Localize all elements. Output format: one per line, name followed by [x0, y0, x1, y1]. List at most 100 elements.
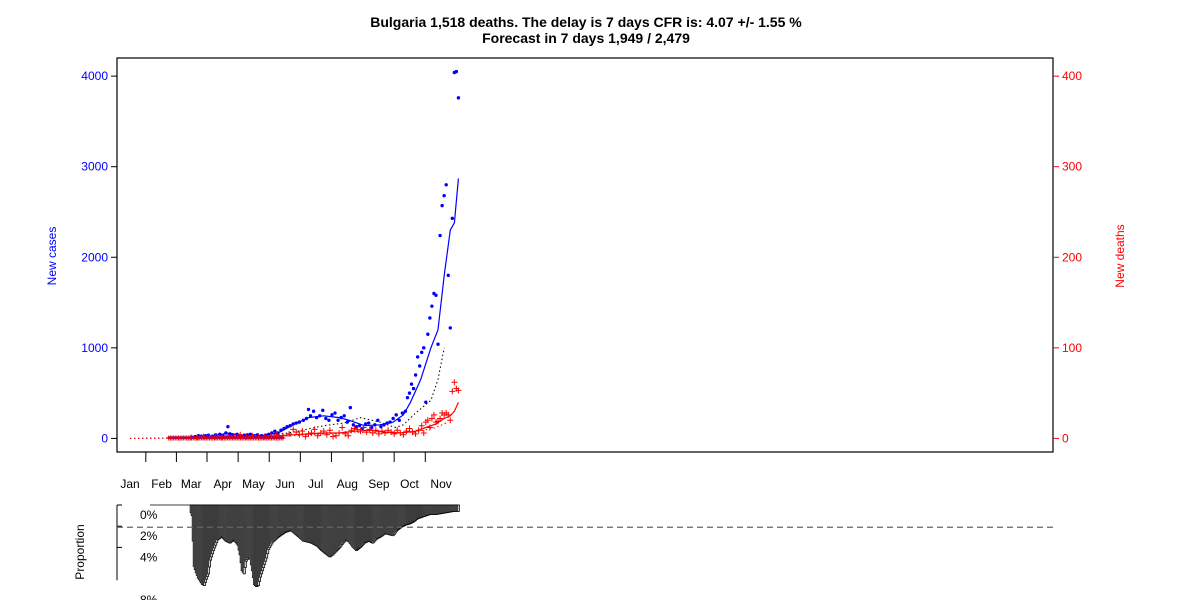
case-point — [394, 413, 398, 417]
death-point — [314, 432, 321, 439]
case-point — [415, 355, 420, 359]
case-point — [321, 408, 325, 413]
proportion-axis: 0% 2% 4% 8% — [116, 504, 192, 600]
case-point — [336, 418, 340, 422]
y-tick-label: 0 — [101, 431, 108, 445]
case-point — [279, 428, 283, 432]
death-point — [366, 426, 373, 433]
case-point — [420, 350, 424, 355]
case-point — [306, 407, 311, 412]
case-point — [422, 346, 426, 350]
case-point — [428, 316, 432, 320]
case-point — [327, 418, 331, 422]
x-tick-label: May — [242, 477, 265, 491]
x-axis: Jan Feb Mar Apr May Jun Jul Aug Sep Oct Nov — [120, 452, 452, 491]
case-point — [454, 69, 459, 74]
y-tick-label: 1000 — [81, 341, 108, 355]
case-point — [348, 405, 353, 410]
case-point — [228, 432, 232, 436]
case-point — [314, 415, 319, 420]
case-point — [318, 414, 322, 418]
x-tick-label: Oct — [400, 477, 419, 491]
case-point — [446, 273, 450, 278]
y-tick-label: 2000 — [81, 250, 108, 264]
case-point — [218, 432, 222, 437]
death-point — [403, 428, 410, 435]
death-point — [449, 388, 456, 395]
case-point — [357, 424, 362, 428]
case-point — [409, 382, 414, 386]
proportion-axis-label: Proportion — [73, 524, 87, 579]
case-point — [397, 418, 401, 422]
case-point — [438, 233, 442, 238]
case-point — [400, 411, 405, 415]
case-point — [342, 414, 346, 418]
death-point — [363, 429, 370, 436]
case-point — [273, 429, 277, 433]
death-point — [415, 427, 422, 434]
y-axis: 0 1000 2000 3000 4000 — [81, 69, 117, 445]
x-tick-label: Feb — [151, 477, 172, 491]
chart-subtitle: Forecast in 7 days 1,949 / 2,479 — [482, 30, 690, 46]
case-point — [248, 432, 253, 437]
case-point — [411, 386, 416, 391]
death-point — [418, 422, 425, 429]
case-point — [376, 418, 380, 422]
y2-tick-label: 200 — [1062, 250, 1082, 264]
case-point — [448, 326, 452, 330]
death-point — [308, 429, 315, 436]
death-point — [329, 433, 336, 440]
case-point — [379, 424, 383, 429]
death-point — [339, 424, 346, 431]
case-point — [333, 411, 337, 415]
death-point — [336, 429, 343, 436]
death-point — [299, 428, 306, 435]
x-tick-label: Apr — [213, 477, 232, 491]
case-point — [301, 418, 306, 422]
case-point — [366, 421, 371, 425]
case-point — [226, 424, 230, 429]
death-point — [378, 428, 385, 435]
y2-axis: 0 100 200 300 400 — [1053, 69, 1082, 445]
death-point — [280, 435, 286, 441]
series-lines — [129, 178, 459, 439]
death-point — [326, 427, 333, 434]
proportion-bar — [456, 504, 460, 512]
death-point — [333, 432, 340, 439]
case-point — [388, 420, 392, 424]
death-point — [382, 429, 388, 436]
death-point — [342, 430, 349, 437]
death-point — [430, 411, 437, 418]
death-point — [406, 425, 413, 432]
proportion-tick-label: 2% — [140, 529, 158, 543]
x-tick-label: Mar — [181, 477, 202, 491]
case-point — [224, 431, 228, 435]
death-point — [375, 430, 382, 437]
y-tick-label: 4000 — [81, 69, 108, 83]
death-point — [426, 424, 433, 431]
case-point — [444, 183, 448, 187]
y2-tick-label: 300 — [1062, 160, 1082, 174]
y-axis-label: New cases — [45, 227, 59, 286]
case-point — [294, 421, 298, 425]
y2-tick-label: 100 — [1062, 341, 1082, 355]
case-point — [430, 304, 434, 308]
case-point — [436, 342, 440, 346]
series-dotted-line — [129, 347, 445, 439]
death-point — [323, 431, 330, 438]
y2-tick-label: 0 — [1062, 431, 1069, 445]
x-tick-label: Jun — [275, 477, 294, 491]
death-point — [357, 428, 364, 435]
case-point — [440, 203, 444, 208]
case-point — [385, 421, 389, 425]
case-point — [324, 416, 328, 421]
case-point — [442, 193, 446, 198]
case-point — [304, 416, 309, 421]
death-point — [397, 429, 404, 436]
death-point — [409, 429, 416, 436]
x-tick-label: Aug — [337, 477, 358, 491]
case-point — [407, 391, 412, 395]
case-point — [363, 422, 368, 426]
case-point — [417, 364, 422, 368]
